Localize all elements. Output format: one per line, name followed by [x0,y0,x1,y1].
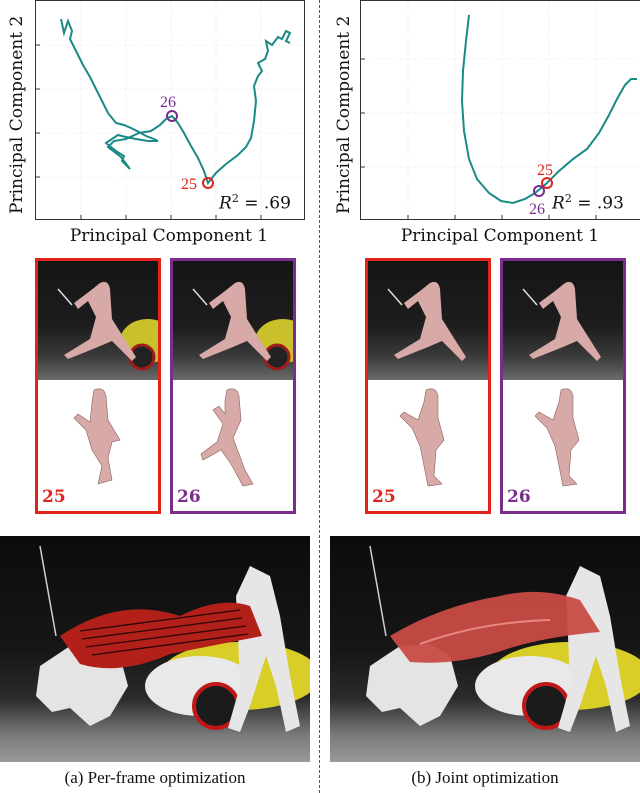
body-mesh-icon [534,388,580,487]
fencer-photo-icon [387,281,466,361]
plot-b-r2: R2 = .93 [552,192,624,214]
plot-a: 26 25 [35,0,305,220]
frame-26-a: 26 [170,258,296,514]
plot-b: 25 26 [360,0,640,220]
render-photo-a [0,536,310,762]
plot-a-ylabel: Principal Component 2 [7,15,27,214]
cloth-render-icon [36,545,310,732]
plot-a-marker-26: 26 [160,94,178,122]
body-mesh-icon [200,388,254,487]
plot-b-grid [361,1,640,219]
frame-photo [368,261,488,380]
plot-b-marker-26: 26 [529,185,545,218]
caption-b: (b) Joint optimization [411,768,559,787]
plot-a-ticks [36,44,262,219]
caption-a: (a) Per-frame optimization [64,768,246,787]
plot-a-svg: 26 25 [36,1,304,219]
frame-number: 26 [507,487,531,507]
plot-a-r2: R2 = .69 [219,192,291,214]
fencer-photo-icon [522,281,601,361]
frame-photo [173,261,293,380]
plot-a-grid [36,1,304,219]
plot-b-ticks [361,58,597,219]
plot-a-marker-25: 25 [181,176,214,193]
frame-25-a: 25 [35,258,161,514]
column-divider [319,0,320,793]
frame-photo [503,261,623,380]
frame-number: 26 [177,487,201,507]
marker-26-circle [166,110,178,122]
marker-25-circle [541,177,553,189]
plot-b-marker-25: 25 [537,162,553,189]
frame-photo [38,261,158,380]
body-mesh-icon [399,388,445,487]
frame-26-b: 26 [500,258,626,514]
marker-26-label: 26 [160,94,176,111]
cloth-render-icon [366,545,640,732]
marker-25-label: 25 [181,176,197,193]
plot-b-xlabel: Principal Component 1 [400,226,600,246]
frame-number: 25 [42,487,66,507]
marker-25-label: 25 [537,162,553,179]
marker-25-circle [202,177,214,189]
plot-a-xlabel: Principal Component 1 [69,226,269,246]
plot-b-svg: 25 26 [361,1,640,219]
panel-b: Principal Component 2 25 [330,0,640,793]
panel-a: Principal Component 2 26 [0,0,310,793]
plot-b-ylabel: Principal Component 2 [334,15,354,214]
frame-number: 25 [372,487,396,507]
frame-25-b: 25 [365,258,491,514]
marker-26-label: 26 [529,201,545,218]
fencer-photo-icon [192,281,293,371]
plot-b-trajectory [460,14,637,205]
marker-26-circle [533,185,545,197]
plot-a-trajectory [60,18,292,186]
body-mesh-icon [73,388,121,485]
render-photo-b [330,536,640,762]
fencer-photo-icon [57,281,158,371]
